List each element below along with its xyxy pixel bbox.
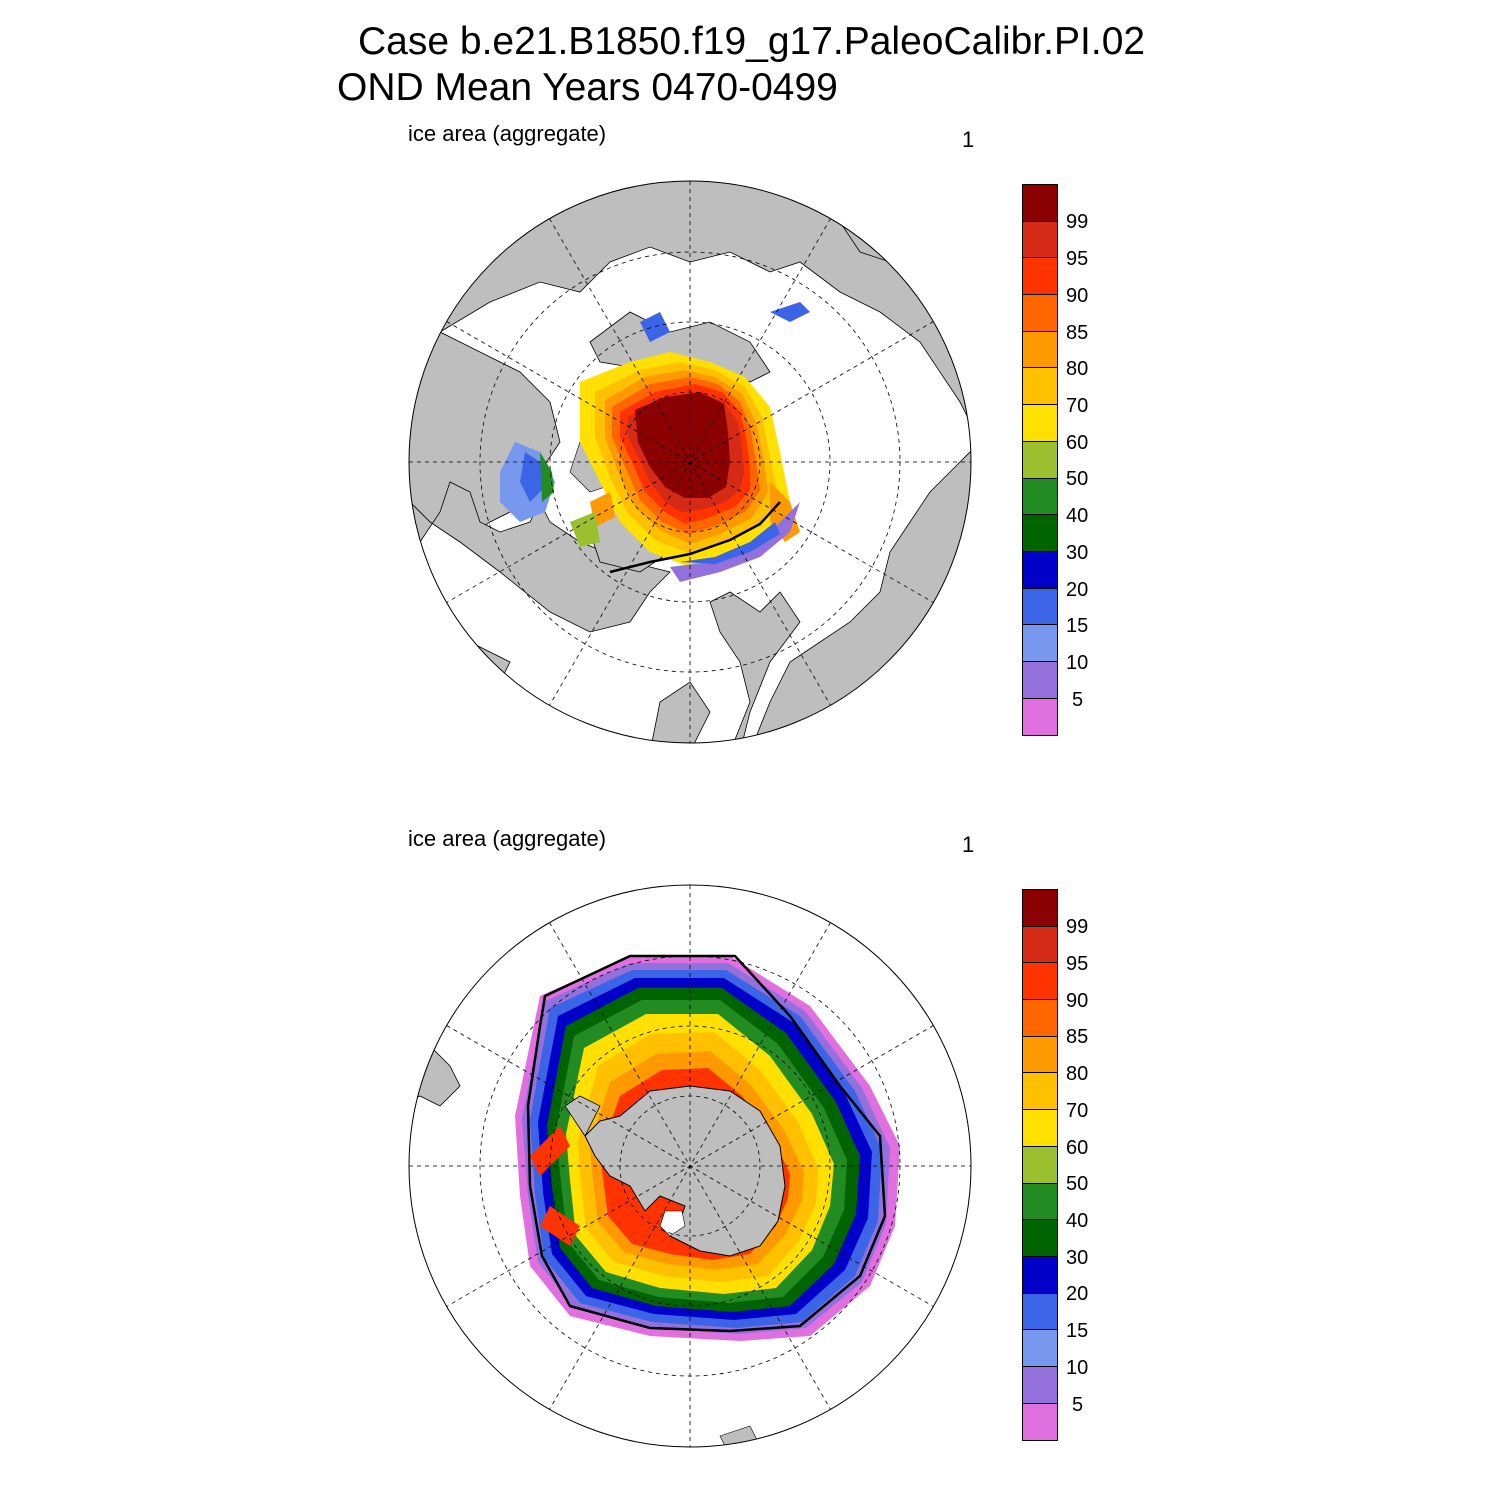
nh-colorbar-label: 90	[1066, 285, 1089, 307]
sh-colorbar-label: 80	[1066, 1063, 1089, 1085]
sh-colorbar-label: 10	[1066, 1357, 1089, 1379]
sh-colorbar-swatch	[1023, 1000, 1057, 1037]
nh-polar-map	[408, 180, 972, 744]
sh-colorbar-label: 60	[1066, 1137, 1089, 1159]
nh-colorbar-label: 40	[1066, 505, 1089, 527]
nh-colorbar-swatch	[1023, 551, 1057, 589]
sh-colorbar-swatch	[1023, 1256, 1057, 1294]
sh-colorbar-label: 20	[1066, 1283, 1089, 1305]
nh-colorbar-label: 85	[1066, 322, 1089, 344]
nh-colorbar-label: 60	[1066, 432, 1089, 454]
sh-colorbar	[1022, 889, 1058, 1442]
sh-ross-ice-shelf	[659, 1210, 686, 1237]
nh-colorbar-label: 80	[1066, 358, 1089, 380]
nh-colorbar-swatch	[1023, 258, 1057, 296]
figure-title-line1: Case b.e21.B1850.f19_g17.PaleoCalibr.PI.…	[358, 20, 1146, 63]
nh-map-border	[408, 180, 972, 744]
nh-colorbar-swatch	[1023, 698, 1057, 736]
sh-colorbar-swatch	[1023, 1403, 1057, 1441]
sh-colorbar-label: 30	[1066, 1247, 1089, 1269]
nh-colorbar-label: 15	[1066, 615, 1089, 637]
sh-polar-map	[408, 884, 972, 1448]
sh-colorbar-label: 99	[1066, 916, 1089, 938]
nh-graticule	[409, 181, 971, 743]
nh-colorbar-swatch	[1023, 331, 1057, 369]
sh-colorbar-swatch	[1023, 1073, 1057, 1111]
sh-colorbar-label: 95	[1066, 953, 1089, 975]
nh-colorbar-swatch	[1023, 368, 1057, 406]
nh-colorbar-swatch	[1023, 588, 1057, 626]
nh-colorbar-swatch	[1023, 515, 1057, 552]
nh-colorbar-swatch	[1023, 625, 1057, 662]
nh-colorbar-label: 20	[1066, 579, 1089, 601]
nh-variable-label: ice area (aggregate)	[408, 121, 607, 146]
nh-colorbar-swatch	[1023, 221, 1057, 259]
sh-colorbar-swatch	[1023, 1330, 1057, 1367]
sh-colorbar-label: 85	[1066, 1026, 1089, 1048]
sh-colorbar-swatch	[1023, 1220, 1057, 1257]
sh-colorbar-swatch	[1023, 963, 1057, 1001]
nh-colorbar-swatch	[1023, 185, 1057, 222]
nh-colorbar-swatch	[1023, 295, 1057, 332]
nh-colorbar-label: 99	[1066, 211, 1089, 233]
sh-colorbar-label: 70	[1066, 1100, 1089, 1122]
nh-colorbar-label: 95	[1066, 248, 1089, 270]
nh-colorbar-swatch	[1023, 478, 1057, 516]
sh-colorbar-swatch	[1023, 1110, 1057, 1147]
sh-graticule	[409, 885, 971, 1447]
nh-colorbar-swatch	[1023, 441, 1057, 479]
sh-colorbar-label: 5	[1072, 1394, 1084, 1416]
sh-colorbar-label: 90	[1066, 990, 1089, 1012]
figure-title-line2: OND Mean Years 0470-0499	[337, 66, 838, 109]
sh-colorbar-swatch	[1023, 1183, 1057, 1221]
sh-colorbar-label: 50	[1066, 1173, 1089, 1195]
sh-colorbar-label: 15	[1066, 1320, 1089, 1342]
sh-variable-label: ice area (aggregate)	[408, 826, 607, 851]
nh-colorbar-label: 10	[1066, 652, 1089, 674]
nh-colorbar-swatch	[1023, 661, 1057, 699]
nh-colorbar-label: 50	[1066, 468, 1089, 490]
nh-units-label: 1	[962, 127, 975, 152]
nh-colorbar-swatch	[1023, 405, 1057, 442]
nh-colorbar-label: 70	[1066, 395, 1089, 417]
sh-colorbar-label: 40	[1066, 1210, 1089, 1232]
nh-colorbar-label: 5	[1072, 689, 1084, 711]
sh-land-antarctic-peninsula	[564, 1095, 601, 1137]
sh-colorbar-swatch	[1023, 1293, 1057, 1331]
nh-colorbar-label: 30	[1066, 542, 1089, 564]
nh-colorbar	[1022, 184, 1058, 737]
sh-colorbar-swatch	[1023, 890, 1057, 927]
sh-colorbar-swatch	[1023, 1366, 1057, 1404]
sh-colorbar-swatch	[1023, 926, 1057, 964]
sh-units-label: 1	[962, 832, 975, 857]
sh-colorbar-swatch	[1023, 1146, 1057, 1184]
sh-map-border	[408, 884, 972, 1448]
sh-colorbar-swatch	[1023, 1036, 1057, 1074]
